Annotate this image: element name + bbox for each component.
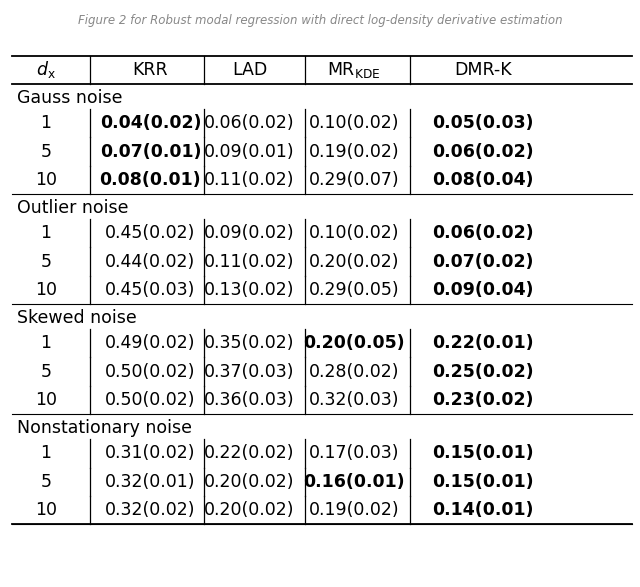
Text: 0.06(0.02): 0.06(0.02) <box>433 224 534 242</box>
Text: 5: 5 <box>40 143 52 161</box>
Text: 0.25(0.02): 0.25(0.02) <box>433 363 534 381</box>
Text: 0.31(0.02): 0.31(0.02) <box>105 444 196 463</box>
Text: 1: 1 <box>40 334 52 352</box>
Text: 0.10(0.02): 0.10(0.02) <box>308 114 399 132</box>
Text: 0.14(0.01): 0.14(0.01) <box>433 501 534 519</box>
Text: 0.50(0.02): 0.50(0.02) <box>105 363 196 381</box>
Text: 0.15(0.01): 0.15(0.01) <box>433 473 534 491</box>
Text: 0.10(0.02): 0.10(0.02) <box>308 224 399 242</box>
Text: 0.19(0.02): 0.19(0.02) <box>308 143 399 161</box>
Text: DMR-K: DMR-K <box>454 61 512 79</box>
Text: 1: 1 <box>40 114 52 132</box>
Text: 0.50(0.02): 0.50(0.02) <box>105 391 196 409</box>
Text: 0.11(0.02): 0.11(0.02) <box>204 252 295 271</box>
Text: KRR: KRR <box>132 61 168 79</box>
Text: 0.11(0.02): 0.11(0.02) <box>204 171 295 189</box>
Text: 0.22(0.02): 0.22(0.02) <box>204 444 295 463</box>
Text: MR$_{\rm KDE}$: MR$_{\rm KDE}$ <box>327 60 381 80</box>
Text: 0.15(0.01): 0.15(0.01) <box>433 444 534 463</box>
Text: 0.37(0.03): 0.37(0.03) <box>204 363 295 381</box>
Text: 0.23(0.02): 0.23(0.02) <box>433 391 534 409</box>
Text: Outlier noise: Outlier noise <box>17 199 128 217</box>
Text: 0.07(0.02): 0.07(0.02) <box>433 252 534 271</box>
Text: 5: 5 <box>40 363 52 381</box>
Text: Gauss noise: Gauss noise <box>17 89 122 107</box>
Text: 0.09(0.01): 0.09(0.01) <box>204 143 295 161</box>
Text: 1: 1 <box>40 224 52 242</box>
Text: 0.44(0.02): 0.44(0.02) <box>105 252 196 271</box>
Text: 0.35(0.02): 0.35(0.02) <box>204 334 295 352</box>
Text: 10: 10 <box>35 171 57 189</box>
Text: 0.06(0.02): 0.06(0.02) <box>204 114 295 132</box>
Text: 0.45(0.03): 0.45(0.03) <box>105 281 196 299</box>
Text: 0.08(0.01): 0.08(0.01) <box>100 171 201 189</box>
Text: Figure 2 for Robust modal regression with direct log-density derivative estimati: Figure 2 for Robust modal regression wit… <box>77 14 563 27</box>
Text: 0.32(0.02): 0.32(0.02) <box>105 501 196 519</box>
Text: 0.16(0.01): 0.16(0.01) <box>303 473 404 491</box>
Text: 0.28(0.02): 0.28(0.02) <box>308 363 399 381</box>
Text: $d_{\rm x}$: $d_{\rm x}$ <box>36 59 56 80</box>
Text: 0.22(0.01): 0.22(0.01) <box>433 334 534 352</box>
Text: 0.36(0.03): 0.36(0.03) <box>204 391 295 409</box>
Text: 0.05(0.03): 0.05(0.03) <box>433 114 534 132</box>
Text: 0.20(0.02): 0.20(0.02) <box>204 473 295 491</box>
Text: Skewed noise: Skewed noise <box>17 309 136 327</box>
Text: 0.17(0.03): 0.17(0.03) <box>308 444 399 463</box>
Text: 0.20(0.02): 0.20(0.02) <box>204 501 295 519</box>
Text: 5: 5 <box>40 252 52 271</box>
Text: 0.32(0.03): 0.32(0.03) <box>308 391 399 409</box>
Text: 10: 10 <box>35 281 57 299</box>
Text: 0.49(0.02): 0.49(0.02) <box>105 334 196 352</box>
Text: Nonstationary noise: Nonstationary noise <box>17 419 191 437</box>
Text: 0.29(0.07): 0.29(0.07) <box>308 171 399 189</box>
Text: 0.19(0.02): 0.19(0.02) <box>308 501 399 519</box>
Text: 0.45(0.02): 0.45(0.02) <box>105 224 196 242</box>
Text: 0.09(0.02): 0.09(0.02) <box>204 224 295 242</box>
Text: 10: 10 <box>35 501 57 519</box>
Text: 0.06(0.02): 0.06(0.02) <box>433 143 534 161</box>
Text: 5: 5 <box>40 473 52 491</box>
Text: 0.13(0.02): 0.13(0.02) <box>204 281 295 299</box>
Text: 0.04(0.02): 0.04(0.02) <box>100 114 201 132</box>
Text: LAD: LAD <box>232 61 268 79</box>
Text: 0.20(0.05): 0.20(0.05) <box>303 334 404 352</box>
Text: 1: 1 <box>40 444 52 463</box>
Text: 10: 10 <box>35 391 57 409</box>
Text: 0.07(0.01): 0.07(0.01) <box>100 143 201 161</box>
Text: 0.29(0.05): 0.29(0.05) <box>308 281 399 299</box>
Text: 0.20(0.02): 0.20(0.02) <box>308 252 399 271</box>
Text: 0.32(0.01): 0.32(0.01) <box>105 473 196 491</box>
Text: 0.08(0.04): 0.08(0.04) <box>433 171 534 189</box>
Text: 0.09(0.04): 0.09(0.04) <box>433 281 534 299</box>
